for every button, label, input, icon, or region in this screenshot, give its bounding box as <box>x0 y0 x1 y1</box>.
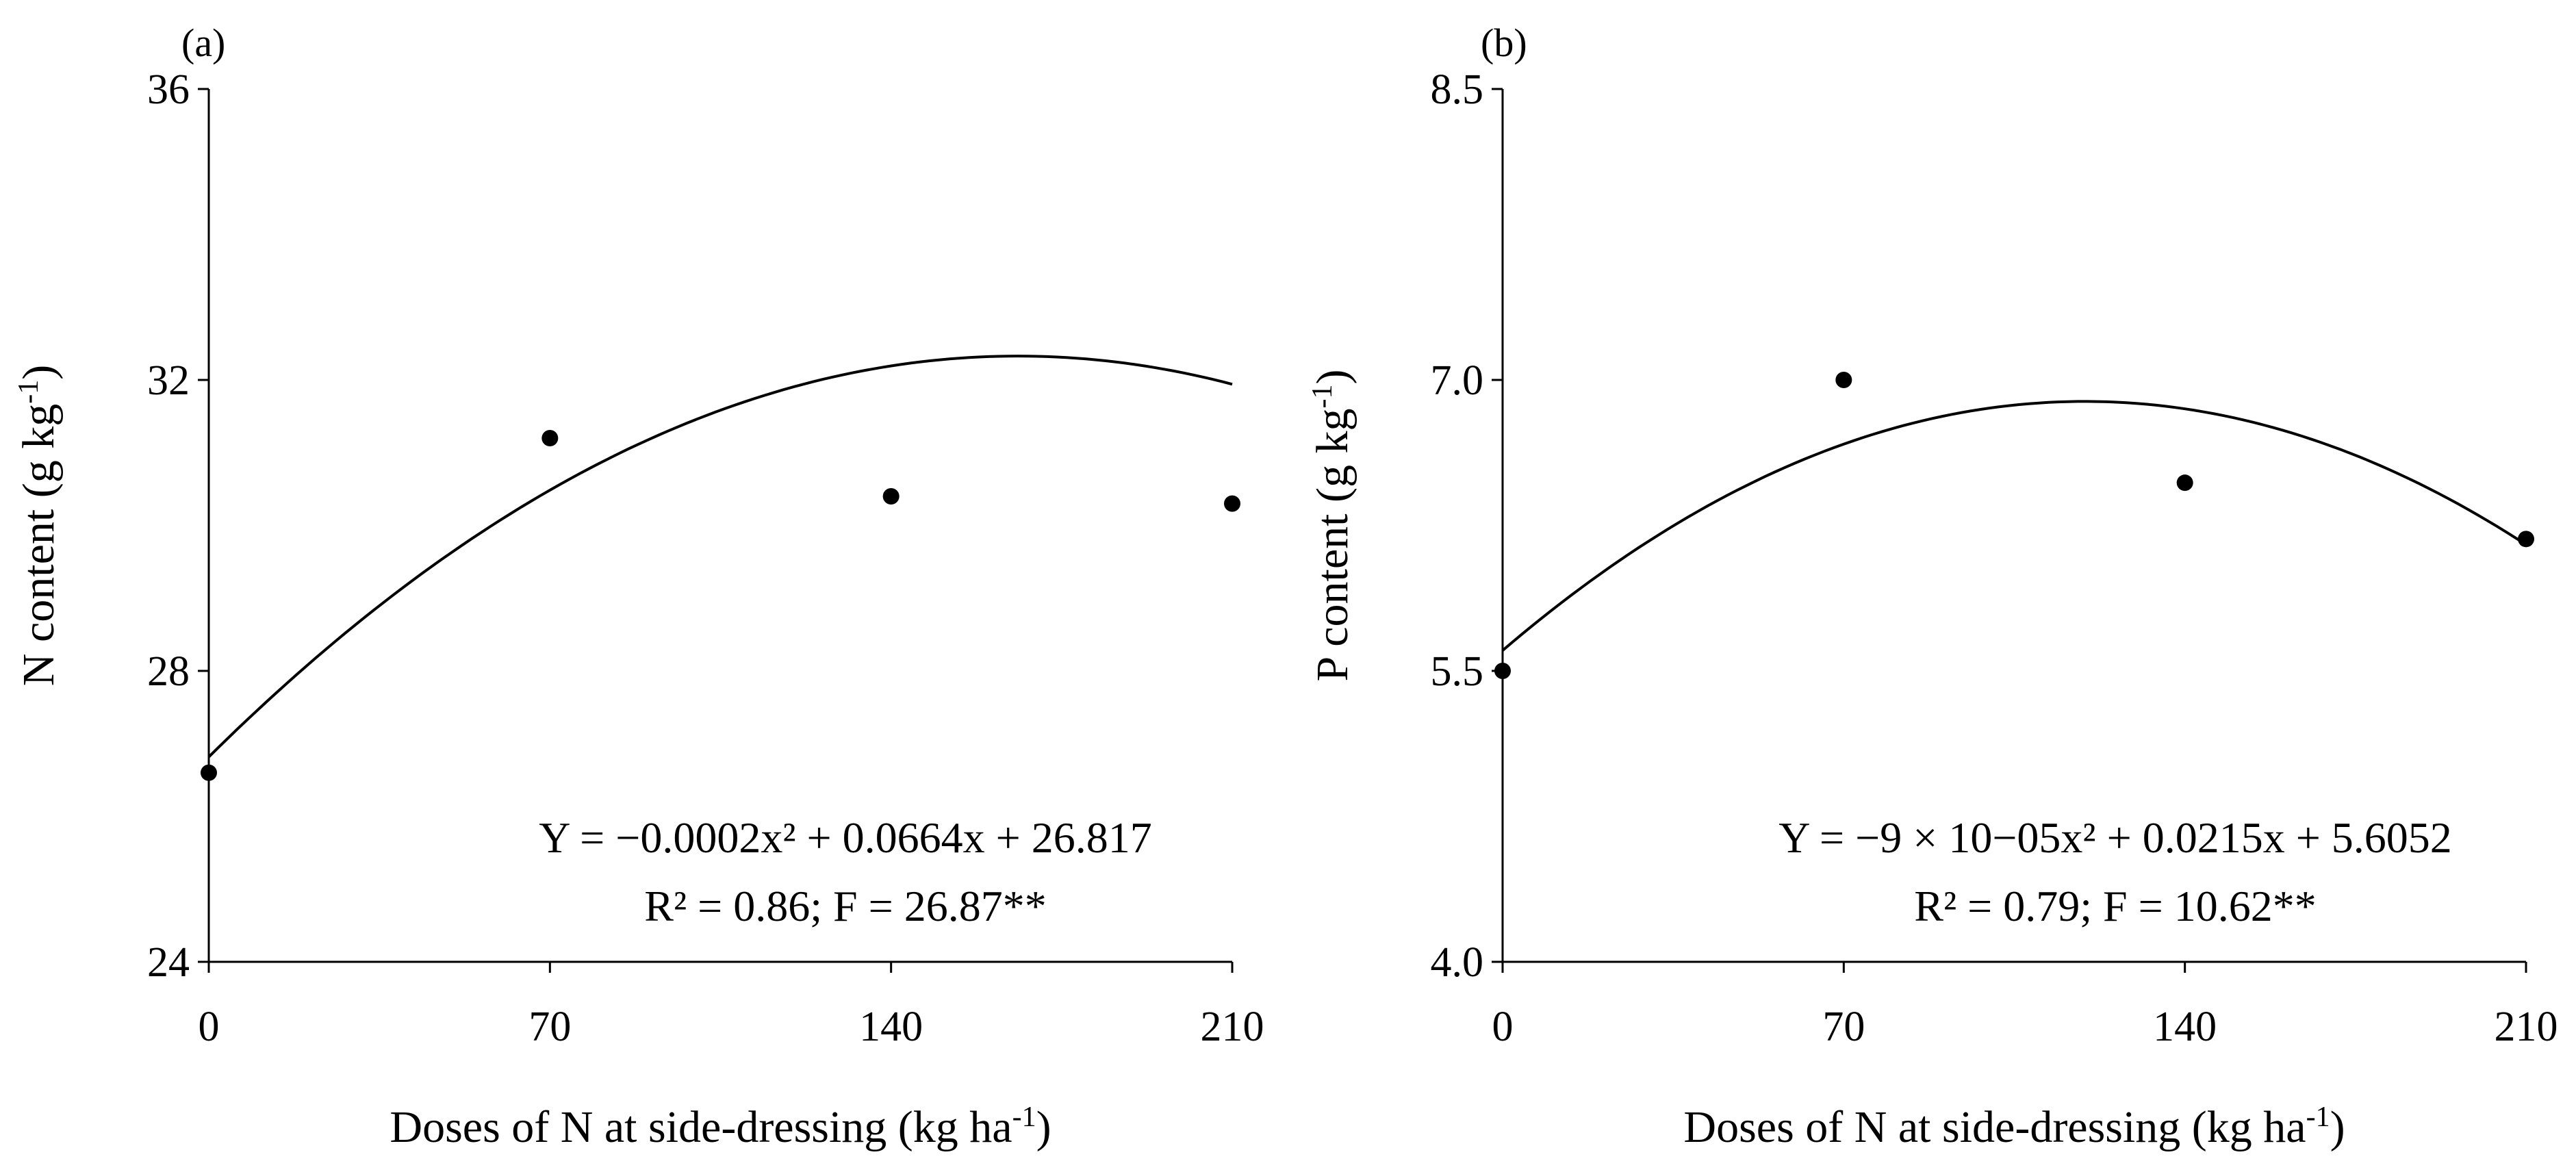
y-tick-label: 5.5 <box>1431 648 1484 695</box>
x-axis-label-close: ) <box>1036 1102 1051 1152</box>
x-tick-label: 70 <box>528 1004 571 1050</box>
data-point <box>2176 474 2193 492</box>
x-tick-label: 210 <box>1201 1004 1264 1050</box>
data-point <box>1835 372 1852 388</box>
y-axis-label-close: ) <box>1308 370 1357 385</box>
fit-curve-line <box>1501 400 2527 652</box>
x-tick-label: 140 <box>2153 1004 2217 1050</box>
x-axis-label-sup: -1 <box>2306 1101 2330 1133</box>
y-axis-label: N content (g kg-1) <box>13 365 64 686</box>
x-axis-label: Doses of N at side-dressing (kg ha-1) <box>390 1101 1051 1152</box>
y-tick-label: 7.0 <box>1431 357 1484 404</box>
x-tick-label: 140 <box>859 1004 923 1050</box>
x-tick-label: 210 <box>2495 1004 2558 1050</box>
x-axis-label: Doses of N at side-dressing (kg ha-1) <box>1683 1101 2345 1152</box>
x-axis-label-main: Doses of N at side-dressing (kg ha <box>1683 1102 2306 1152</box>
x-tick-label: 0 <box>199 1004 220 1050</box>
panel-label: (a) <box>181 21 225 65</box>
regression-equation: Y = −9 × 10−05x² + 0.0215x + 5.6052 <box>1778 813 2452 862</box>
regression-equation: Y = −0.0002x² + 0.0664x + 26.817 <box>539 813 1151 862</box>
y-axis-label-main: P content (g kg <box>1308 408 1357 681</box>
y-tick-label: 4.0 <box>1431 939 1484 986</box>
x-tick-label: 0 <box>1492 1004 1514 1050</box>
data-point <box>1494 663 1511 679</box>
y-axis-label-main: N content (g kg <box>14 404 64 686</box>
data-point <box>2518 531 2534 548</box>
chart-panel-b: 4.0 5.5 7.0 8.5 0 70 140 210 (b) Doses of N at si… <box>1307 21 2558 1152</box>
y-axis-label: P content (g kg-1) <box>1307 370 1357 682</box>
data-point <box>201 764 217 781</box>
y-tick-label: 24 <box>147 939 190 986</box>
fit-curve-line <box>207 355 1233 759</box>
data-point <box>882 488 900 505</box>
regression-stats: R² = 0.86; F = 26.87** <box>644 882 1046 930</box>
x-tick-label: 70 <box>1822 1004 1865 1050</box>
x-axis-label-sup: -1 <box>1012 1101 1036 1133</box>
data-point <box>1224 495 1240 512</box>
regression-stats: R² = 0.79; F = 10.62** <box>1914 882 2316 930</box>
data-point <box>541 430 559 446</box>
chart-panel-a: 24 28 32 36 0 70 140 210 (a) Doses of N at side-d… <box>13 21 1264 1152</box>
y-tick-label: 28 <box>147 648 190 695</box>
x-axis-label-main: Doses of N at side-dressing (kg ha <box>390 1102 1012 1152</box>
y-axis-label-sup: -1 <box>1307 384 1338 408</box>
y-axis-label-sup: -1 <box>13 380 44 404</box>
panel-label: (b) <box>1481 21 1527 65</box>
y-tick-label: 36 <box>147 66 190 113</box>
y-axis-label-close: ) <box>14 365 64 380</box>
y-tick-label: 8.5 <box>1431 66 1484 113</box>
x-axis-label-close: ) <box>2330 1102 2345 1152</box>
y-tick-label: 32 <box>147 357 190 404</box>
